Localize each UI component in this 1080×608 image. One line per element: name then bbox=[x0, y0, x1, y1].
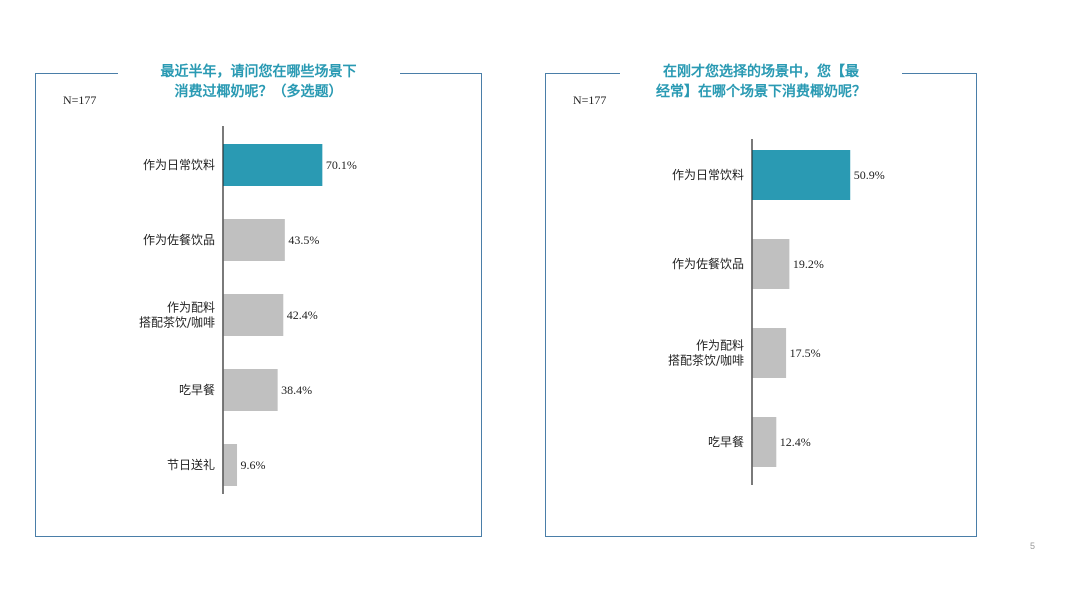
category-label-right-2: 作为配料搭配茶饮/咖啡 bbox=[668, 339, 744, 368]
value-label-right-3: 12.4% bbox=[780, 435, 811, 449]
bar-chart-left: 70.1% 作为日常饮料 43.5% 作为佐餐饮品 42.4% 作为配料搭配茶饮/咖啡 38… bbox=[139, 126, 357, 494]
category-label-left-2: 作为配料搭配茶饮/咖啡 bbox=[139, 301, 215, 330]
category-label-left-3: 吃早餐 bbox=[179, 382, 215, 397]
value-label-left-2: 42.4% bbox=[287, 308, 318, 322]
bar-right-1 bbox=[752, 239, 790, 289]
bar-chart-right: 50.9% 作为日常饮料 19.2% 作为佐餐饮品 17.5% 作为配料搭配茶饮/咖啡 12… bbox=[668, 139, 885, 485]
category-label-right-0: 作为日常饮料 bbox=[672, 168, 744, 182]
bar-left-2 bbox=[223, 294, 284, 336]
value-label-left-3: 38.4% bbox=[281, 383, 312, 397]
bar-left-4 bbox=[223, 444, 238, 486]
page-number: 5 bbox=[1030, 541, 1036, 551]
value-label-right-1: 19.2% bbox=[793, 257, 824, 271]
bar-left-0 bbox=[223, 144, 323, 186]
value-label-right-0: 50.9% bbox=[854, 168, 885, 182]
category-label-left-0: 作为日常饮料 bbox=[143, 158, 215, 172]
sample-size-left: N=177 bbox=[63, 93, 97, 107]
category-label-left-1: 作为佐餐饮品 bbox=[143, 232, 215, 247]
chart-panel-right: 在刚才您选择的场景中，您【最 经常】在哪个场景下消费椰奶呢？ N=177 50.… bbox=[545, 62, 977, 537]
value-label-right-2: 17.5% bbox=[790, 346, 821, 360]
chart-title-left: 最近半年，请问您在哪些场景下 消费过椰奶呢？（多选题） bbox=[117, 62, 400, 102]
bar-right-0 bbox=[752, 150, 851, 200]
category-label-left-4: 节日送礼 bbox=[167, 457, 215, 472]
chart-panel-left: 最近半年，请问您在哪些场景下 消费过椰奶呢？（多选题） N=177 70.1% 作… bbox=[35, 62, 482, 537]
category-label-right-1: 作为佐餐饮品 bbox=[672, 256, 744, 271]
value-label-left-4: 9.6% bbox=[241, 458, 266, 472]
bar-left-3 bbox=[223, 369, 278, 411]
value-label-left-0: 70.1% bbox=[326, 158, 357, 172]
sample-size-right: N=177 bbox=[573, 93, 607, 107]
category-label-right-3: 吃早餐 bbox=[708, 434, 744, 449]
chart-title-right: 在刚才您选择的场景中，您【最 经常】在哪个场景下消费椰奶呢？ bbox=[620, 62, 902, 102]
bar-right-3 bbox=[752, 417, 777, 467]
bar-right-2 bbox=[752, 328, 787, 378]
value-label-left-1: 43.5% bbox=[288, 233, 319, 247]
bar-left-1 bbox=[223, 219, 285, 261]
